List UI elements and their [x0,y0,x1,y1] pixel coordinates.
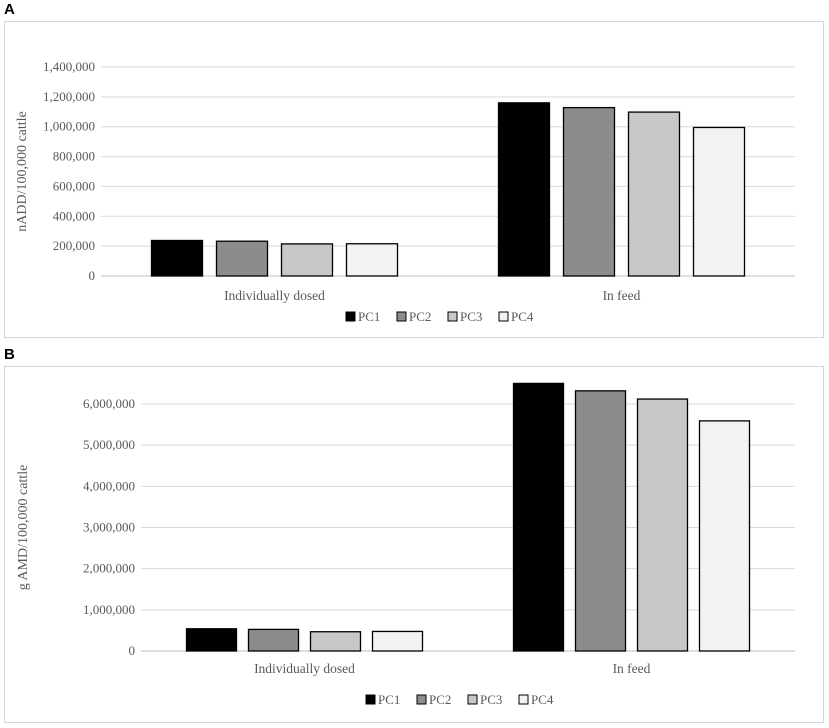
panel-b-frame: 0 1,000,000 2,000,000 3,000,000 4,000,000 5,0… [4,366,824,723]
y-tick-label: 4,000,000 [83,478,135,493]
y-axis-label: g AMD/100,000 cattle [16,465,31,591]
legend-label-pc1: PC1 [378,692,400,707]
y-tick-label: 2,000,000 [83,561,135,576]
y-tick-label: 3,000,000 [83,520,135,535]
bar-pc3-in-feed [636,398,689,652]
legend-swatch-pc3 [467,694,478,705]
bar-pc2-in-feed [574,390,627,652]
bar-pc1-individually-dosed [185,628,238,652]
y-tick-label: 400,000 [53,208,95,223]
legend-label-pc1: PC1 [358,309,380,324]
legend-swatch-pc1 [365,694,376,705]
chart-a: 0 200,000 400,000 600,000 800,000 1,000,000 1,… [15,59,795,324]
bar-pc3-individually-dosed [309,631,362,652]
bar-pc3-in-feed [627,111,681,277]
category-label: In feed [613,661,651,676]
legend-swatch-pc2 [416,694,427,705]
legend-label-pc4: PC4 [511,309,534,324]
bar-pc1-individually-dosed [150,239,204,277]
legend-swatch-pc2 [396,311,407,322]
panel-b-letter: B [4,346,15,363]
legend-swatch-pc4 [498,311,509,322]
y-tick-label: 1,000,000 [83,602,135,617]
category-label: Individually dosed [254,661,355,676]
bar-pc1-in-feed [497,102,551,277]
bar-pc3-individually-dosed [280,243,334,277]
bar-pc4-in-feed [698,420,751,652]
y-tick-label: 200,000 [53,238,95,253]
legend-label-pc3: PC3 [480,692,502,707]
y-tick-label: 1,400,000 [43,59,95,74]
panel-a-frame: 0 200,000 400,000 600,000 800,000 1,000,000 1,… [4,21,824,338]
y-tick-label: 800,000 [53,149,95,164]
panel-a-letter: A [4,1,15,18]
legend-swatch-pc4 [518,694,529,705]
y-tick-label: 5,000,000 [83,437,135,452]
y-tick-label: 1,000,000 [43,119,95,134]
y-tick-label: 6,000,000 [83,396,135,411]
legend-swatch-pc3 [447,311,458,322]
y-tick-label: 1,200,000 [43,89,95,104]
y-tick-label: 600,000 [53,178,95,193]
bar-pc4-individually-dosed [371,630,424,652]
bar-pc2-individually-dosed [247,628,300,652]
legend-swatch-pc1 [345,311,356,322]
legend-label-pc2: PC2 [409,309,431,324]
bar-pc4-in-feed [692,126,746,277]
category-label: Individually dosed [224,288,325,303]
chart-b: 0 1,000,000 2,000,000 3,000,000 4,000,000 5,0… [16,382,795,707]
category-label: In feed [603,288,641,303]
y-axis-label: nADD/100,000 cattle [15,111,30,232]
bar-pc2-in-feed [562,106,616,277]
bar-pc4-individually-dosed [345,243,399,277]
bar-pc1-in-feed [512,382,565,652]
legend-label-pc2: PC2 [429,692,451,707]
legend-label-pc4: PC4 [531,692,554,707]
legend-label-pc3: PC3 [460,309,482,324]
bar-pc2-individually-dosed [215,240,269,277]
y-tick-label: 0 [89,268,96,283]
y-tick-label: 0 [129,643,136,658]
